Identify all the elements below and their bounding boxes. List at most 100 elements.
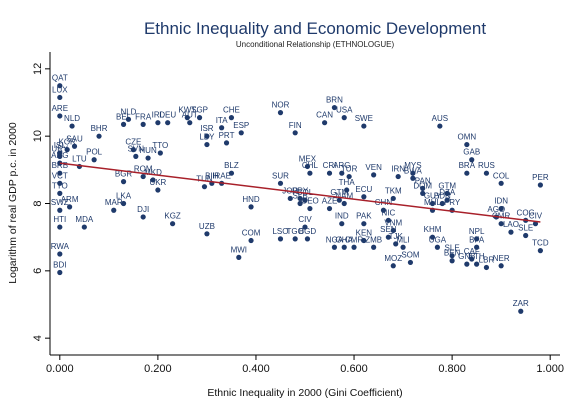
x-tick-label: 0.600 bbox=[340, 363, 368, 375]
y-tick-label: 6 bbox=[32, 268, 44, 274]
point-label: MKD bbox=[144, 168, 162, 177]
data-point bbox=[449, 258, 455, 264]
data-point bbox=[410, 175, 416, 181]
data-point bbox=[204, 133, 210, 139]
data-point bbox=[57, 269, 63, 276]
point-label: MEX bbox=[299, 154, 317, 163]
point-label: LSO bbox=[272, 227, 288, 236]
data-point bbox=[219, 125, 225, 131]
point-label: TJK bbox=[389, 232, 404, 241]
data-point bbox=[371, 172, 377, 178]
point-label: VEN bbox=[365, 163, 382, 172]
point-label: KOR bbox=[58, 138, 76, 147]
data-point bbox=[464, 170, 470, 176]
y-tick-label: 12 bbox=[32, 63, 44, 75]
point-label: SAU bbox=[66, 134, 83, 143]
point-label: BGR bbox=[115, 170, 133, 179]
point-label: CZE bbox=[125, 138, 141, 147]
data-point bbox=[277, 180, 284, 186]
data-point bbox=[57, 170, 63, 176]
point-label: IRN bbox=[391, 165, 405, 174]
point-label: NGA bbox=[326, 235, 344, 244]
point-label: BHR bbox=[91, 124, 108, 133]
point-label: IDN bbox=[494, 197, 508, 206]
point-label: DJI bbox=[137, 205, 149, 214]
x-axis-label: Ethnic Inequality in 2000 (Gini Coeffici… bbox=[207, 387, 402, 399]
point-label: HND bbox=[242, 195, 260, 204]
data-point bbox=[57, 224, 63, 230]
point-label: CHL bbox=[302, 161, 319, 170]
data-point bbox=[390, 195, 396, 202]
data-point bbox=[228, 115, 235, 121]
point-label: GTM bbox=[330, 188, 348, 197]
data-point bbox=[297, 200, 303, 207]
point-label: GNB bbox=[458, 252, 475, 261]
data-point bbox=[277, 110, 284, 116]
data-point bbox=[187, 120, 193, 126]
data-point bbox=[341, 244, 347, 250]
data-point bbox=[111, 207, 117, 213]
data-point bbox=[307, 170, 313, 176]
data-point bbox=[236, 254, 242, 260]
point-label: SWE bbox=[355, 114, 373, 123]
point-label: ESP bbox=[233, 121, 249, 130]
point-label: MOZ bbox=[384, 254, 402, 263]
point-label: LTU bbox=[72, 154, 87, 163]
point-label: KEN bbox=[356, 229, 373, 238]
point-label: COM bbox=[242, 229, 261, 238]
data-point bbox=[390, 263, 396, 269]
data-point bbox=[331, 104, 338, 111]
point-label: TCD bbox=[532, 239, 549, 248]
data-point bbox=[395, 173, 401, 180]
point-label: SGP bbox=[191, 106, 208, 115]
point-label: GAB bbox=[463, 148, 480, 157]
point-label: GUY bbox=[424, 192, 442, 201]
point-label: CMR bbox=[492, 212, 510, 221]
point-label: ETH bbox=[469, 252, 485, 261]
data-point bbox=[57, 153, 63, 159]
data-point bbox=[429, 234, 436, 240]
data-point bbox=[331, 244, 338, 250]
data-point bbox=[120, 179, 127, 185]
data-point bbox=[336, 197, 342, 203]
data-point bbox=[518, 308, 524, 314]
data-point bbox=[346, 173, 352, 180]
data-point bbox=[444, 190, 450, 196]
data-point bbox=[326, 205, 333, 212]
data-point bbox=[420, 190, 426, 196]
point-label: ISR bbox=[200, 124, 214, 133]
point-label: POL bbox=[86, 148, 103, 157]
data-point bbox=[483, 170, 490, 176]
point-label: BRN bbox=[326, 96, 343, 105]
data-point bbox=[469, 256, 475, 262]
point-label: NPL bbox=[469, 227, 485, 236]
data-point bbox=[248, 237, 254, 244]
data-point bbox=[464, 141, 470, 148]
point-label: SLE bbox=[445, 244, 460, 253]
data-point bbox=[407, 259, 414, 266]
point-label: PER bbox=[532, 173, 549, 182]
point-label: ARG bbox=[333, 161, 350, 170]
data-point bbox=[140, 214, 146, 220]
data-point bbox=[292, 130, 298, 136]
data-point bbox=[429, 200, 436, 207]
data-point bbox=[464, 261, 470, 267]
data-point bbox=[184, 115, 190, 121]
point-label: MLI bbox=[396, 235, 409, 244]
point-label: BLZ bbox=[224, 161, 239, 170]
data-point bbox=[248, 204, 254, 210]
point-label: SEN bbox=[380, 225, 397, 234]
data-point bbox=[238, 130, 244, 136]
data-point bbox=[169, 221, 176, 227]
point-label: BEN bbox=[444, 249, 461, 258]
point-label: COG bbox=[517, 208, 535, 217]
y-axis-label: Logarithm of real GDP p.c. in 2000 bbox=[7, 122, 19, 284]
data-point bbox=[439, 200, 445, 207]
data-point bbox=[326, 170, 333, 176]
point-label: BIH bbox=[205, 171, 219, 180]
x-tick-label: 0.400 bbox=[242, 363, 270, 375]
point-label: NOR bbox=[272, 101, 290, 110]
point-label: CIV bbox=[298, 215, 312, 224]
point-label: VCT bbox=[52, 171, 68, 180]
point-label: IRL bbox=[152, 111, 165, 120]
